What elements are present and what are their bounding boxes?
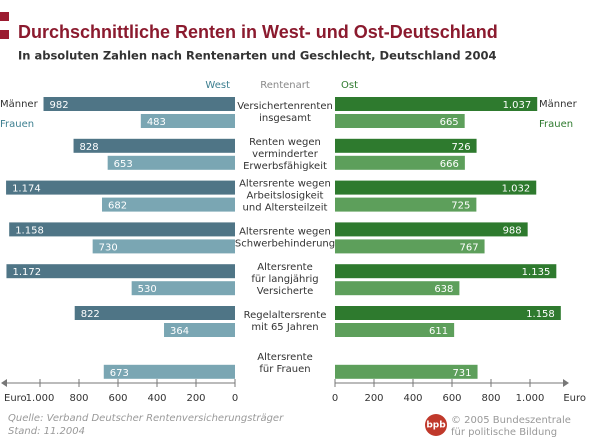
bar xyxy=(335,197,477,212)
bar xyxy=(92,239,236,254)
bar xyxy=(164,323,235,337)
bar xyxy=(335,180,537,195)
value-label: 638 xyxy=(434,284,453,295)
bar xyxy=(335,222,528,237)
value-label: 730 xyxy=(99,242,118,253)
category-label: Altersrente wegen Arbeitslosigkeit und Alt… xyxy=(239,179,331,214)
axis-arrow xyxy=(563,379,569,387)
x-tick-label: 200 xyxy=(186,393,205,404)
bar xyxy=(140,114,235,128)
x-tick-label: 1.000 xyxy=(516,393,545,404)
category-label: Renten wegen verminderter Erwerbsfähigkeit xyxy=(243,137,327,172)
bar xyxy=(335,97,538,111)
x-axis-label: Euro xyxy=(4,393,27,404)
value-label: 767 xyxy=(459,242,478,253)
x-tick-label: 400 xyxy=(147,393,166,404)
bar xyxy=(335,138,477,153)
bar xyxy=(335,264,557,279)
bar xyxy=(103,364,235,379)
value-label: 1.158 xyxy=(15,225,44,236)
legend-label: Männer xyxy=(0,99,39,110)
date-note: Stand: 11.2004 xyxy=(8,426,85,437)
chart-title: Durchschnittliche Renten in West- und Os… xyxy=(18,22,498,42)
x-tick-label: 400 xyxy=(403,393,422,404)
legend-label: Männer xyxy=(539,99,578,110)
value-label: 982 xyxy=(50,100,69,111)
x-axis-label: Euro xyxy=(563,393,586,404)
category-label: Altersrente für langjährig Versicherte xyxy=(251,262,318,297)
value-label: 822 xyxy=(81,309,100,320)
value-label: 665 xyxy=(440,117,459,128)
bar xyxy=(9,222,235,237)
x-tick-label: 1.000 xyxy=(26,393,55,404)
bar xyxy=(335,281,460,296)
category-label: Regelaltersrente mit 65 Jahren xyxy=(244,310,327,333)
value-label: 611 xyxy=(429,326,448,337)
category-label: Altersrente für Frauen xyxy=(257,352,312,375)
credit: © 2005 Bundeszentrale für politische Bild… xyxy=(451,415,571,438)
bar xyxy=(335,364,478,379)
category-label: Altersrente wegen Schwerbehinderung xyxy=(235,226,335,249)
value-label: 1.172 xyxy=(12,267,41,278)
bar xyxy=(6,180,235,195)
bar xyxy=(43,97,236,111)
chart-subtitle: In absoluten Zahlen nach Rentenarten und… xyxy=(18,49,497,63)
bar xyxy=(6,264,235,279)
bar xyxy=(107,155,235,170)
x-tick-label: 600 xyxy=(442,393,461,404)
bar xyxy=(131,281,235,296)
bar xyxy=(102,197,235,212)
category-header: Rentenart xyxy=(260,80,310,91)
value-label: 725 xyxy=(451,201,470,212)
value-label: 988 xyxy=(503,225,522,236)
bar xyxy=(74,306,236,320)
category-label: Versichertenrenten insgesamt xyxy=(237,101,333,124)
title-marker xyxy=(0,12,9,21)
value-label: 1.174 xyxy=(12,184,41,195)
value-label: 673 xyxy=(110,368,129,379)
value-label: 1.158 xyxy=(526,309,555,320)
bar xyxy=(335,155,465,170)
axis-arrow xyxy=(1,379,7,387)
value-label: 530 xyxy=(138,284,157,295)
source: Quelle: Verband Deutscher Rentenversiche… xyxy=(8,413,284,424)
x-tick-label: 800 xyxy=(481,393,500,404)
logo-badge xyxy=(425,414,447,436)
bar xyxy=(335,239,485,254)
value-label: 682 xyxy=(108,201,127,212)
bar xyxy=(335,306,561,320)
bar xyxy=(335,323,455,337)
value-label: 666 xyxy=(440,159,459,170)
x-tick-label: 200 xyxy=(364,393,383,404)
value-label: 731 xyxy=(452,368,471,379)
legend-label: Frauen xyxy=(539,119,573,130)
x-tick-label: 800 xyxy=(69,393,88,404)
x-tick-label: 0 xyxy=(332,393,338,404)
value-label: 828 xyxy=(80,142,99,153)
value-label: 1.135 xyxy=(522,267,551,278)
value-label: 1.037 xyxy=(503,100,532,111)
logo: bpb xyxy=(426,421,446,431)
panel-title: West xyxy=(205,80,230,91)
value-label: 726 xyxy=(451,142,470,153)
x-tick-label: 600 xyxy=(108,393,127,404)
panel-title: Ost xyxy=(341,80,358,91)
value-label: 364 xyxy=(170,326,189,337)
legend-label: Frauen xyxy=(0,119,34,130)
bar xyxy=(73,138,235,153)
value-label: 1.032 xyxy=(502,184,531,195)
x-tick-label: 0 xyxy=(232,393,238,404)
bar xyxy=(335,114,465,128)
title-marker xyxy=(0,30,9,39)
value-label: 653 xyxy=(114,159,133,170)
value-label: 483 xyxy=(147,117,166,128)
